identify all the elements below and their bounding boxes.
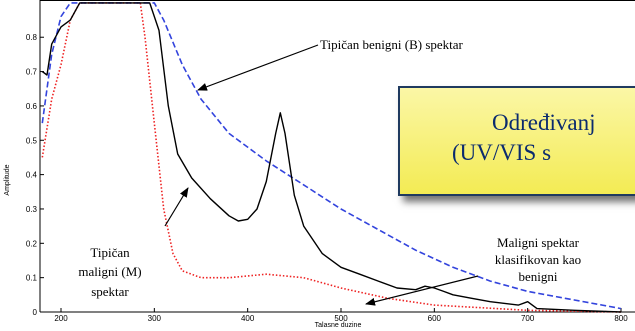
malignant-annotation-line2: maligni (M) [78,264,141,279]
malignant-annotation-line3: spektar [91,284,129,299]
malignant-arrow [164,187,189,227]
series-line-misclassified [41,2,622,313]
benign-annotation-text: Tipičan benigni (B) spektar [320,37,464,52]
x-tick-label: 200 [54,314,68,323]
y-tick-label: 0.8 [26,33,38,42]
y-tick-label: 0.6 [26,102,38,111]
title-banner: Određivanj (UV/VIS s [398,86,635,196]
benign-arrow [197,44,319,91]
misclassified-annotation-line2: klasifikovan kao [495,252,581,267]
x-axis-label: Talasne duzine [315,322,362,329]
annotation-malignant: Tipičan maligni (M) spektar [78,187,189,299]
y-tick-label: 0.5 [26,136,38,145]
x-tick-label: 800 [614,314,628,323]
y-tick-label: 0.7 [26,68,38,77]
malignant-annotation-line1: Tipičan [90,245,130,260]
axes [39,0,635,313]
y-tick-label: 0.1 [26,274,38,283]
x-tick-label: 500 [334,314,348,323]
y-tick-label: 0.3 [26,205,38,214]
x-tick-label: 600 [428,314,442,323]
banner-line-1: Određivanj [492,110,596,135]
misclassified-annotation-line1: Maligni spektar [497,235,580,250]
annotation-benign: Tipičan benigni (B) spektar [197,37,464,91]
y-axis-label: Amplitude [4,164,11,195]
y-tick-label: 0.2 [26,239,38,248]
banner-line-2: (UV/VIS s [452,140,552,165]
tick-group: 200 300 400 500 600 700 800 0 0.1 0.2 0.3 0.4 0.5 0.6… [26,33,628,323]
misclassified-annotation-line3: benigni [519,269,558,284]
misclassified-arrow [365,275,479,306]
series-group [41,2,622,313]
x-tick-label: 700 [521,314,535,323]
x-tick-label: 300 [148,314,162,323]
x-tick-label: 400 [241,314,255,323]
annotation-misclassified: Maligni spektar klasifikovan kao benigni [365,235,581,306]
y-tick-label: 0.4 [26,171,38,180]
y-tick-label: 0 [33,308,38,317]
